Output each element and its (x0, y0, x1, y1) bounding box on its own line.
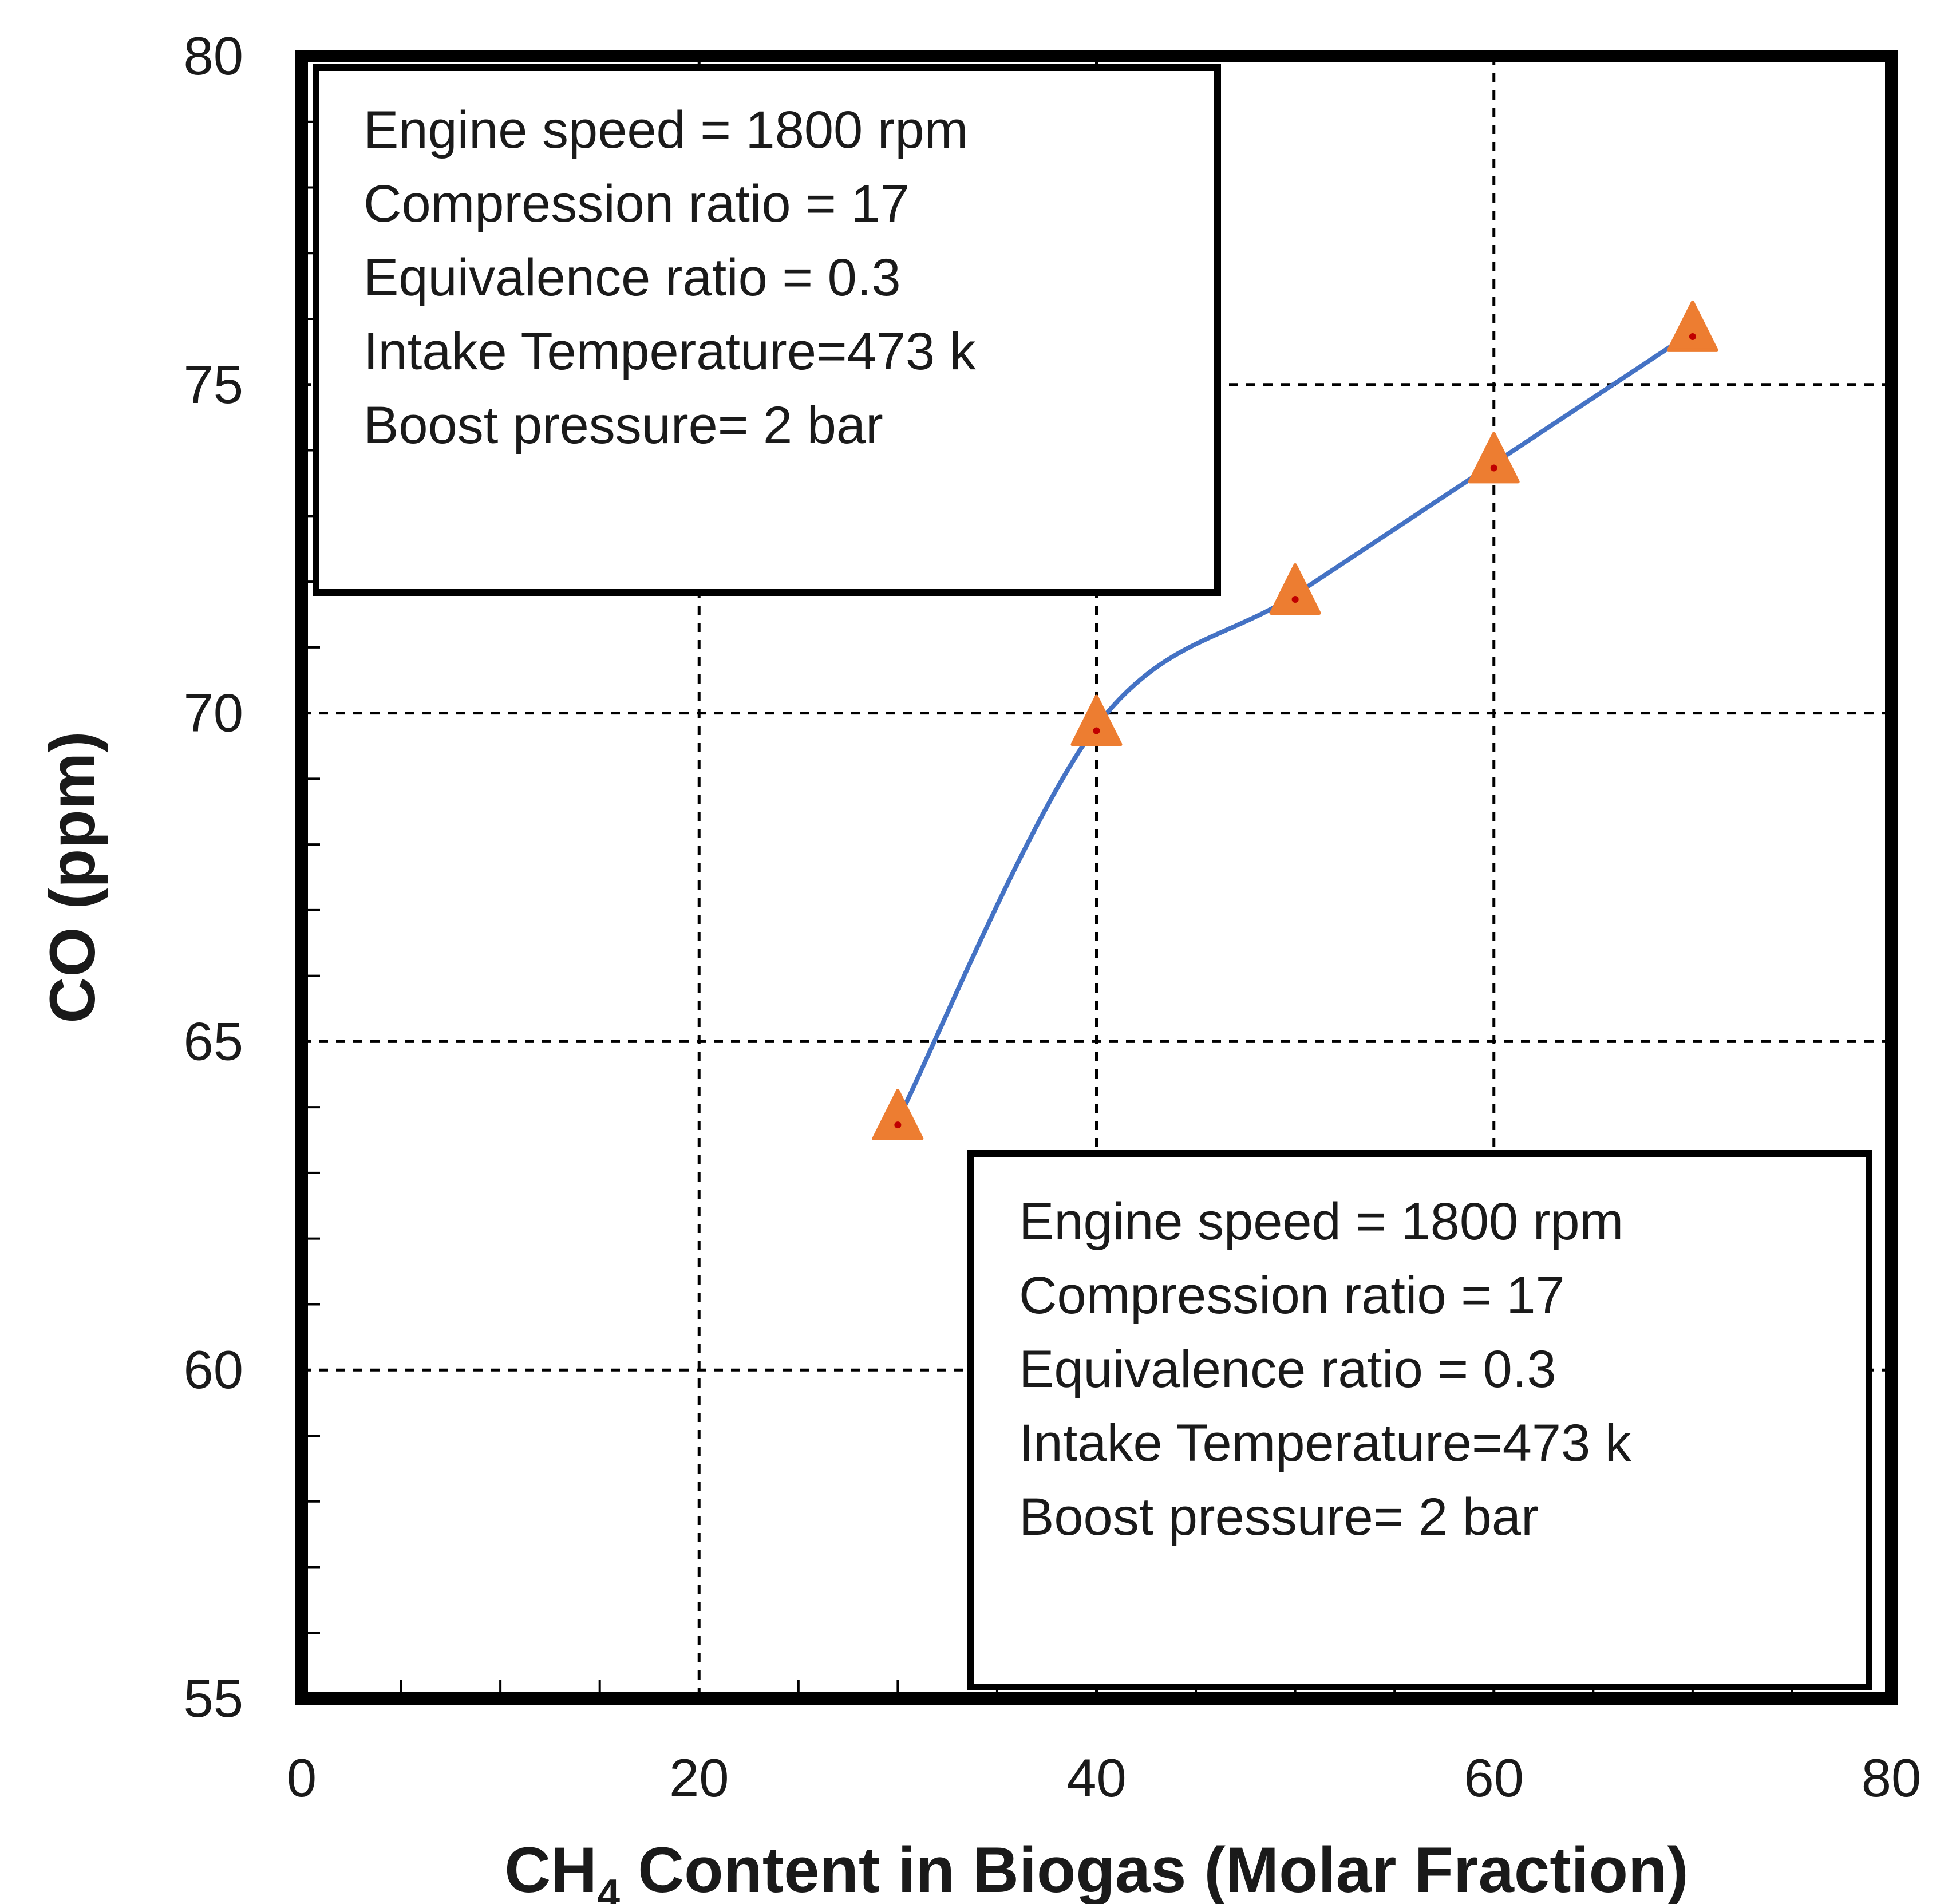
annotation-line: Compression ratio = 17 (1019, 1266, 1565, 1325)
data-point-center (1291, 596, 1299, 603)
annotation-boxes: Engine speed = 1800 rpm Compression ratio… (313, 64, 1872, 1690)
annotation-box-top-left: Engine speed = 1800 rpm Compression ratio… (313, 64, 1221, 596)
annotation-line: Equivalence ratio = 0.3 (363, 248, 901, 307)
x-axis-title-main: CH (504, 1834, 597, 1904)
annotation-line: Engine speed = 1800 rpm (363, 101, 968, 159)
annotation-line: Equivalence ratio = 0.3 (1019, 1340, 1556, 1399)
data-point-marker (1468, 432, 1520, 484)
data-point-marker (872, 1089, 924, 1141)
series-layer (872, 300, 1718, 1141)
tick-labels: 55 60 65 70 75 80 0 20 40 60 80 (183, 26, 1921, 1808)
y-tick-label: 65 (183, 1011, 243, 1071)
annotation-line: Intake Temperature=473 k (363, 322, 977, 381)
x-tick-label: 60 (1464, 1748, 1524, 1808)
data-point-marker (1070, 694, 1123, 746)
annotation-line: Compression ratio = 17 (363, 175, 910, 233)
y-tick-label: 70 (183, 683, 243, 743)
y-tick-label: 55 (183, 1668, 243, 1728)
annotation-line: Engine speed = 1800 rpm (1019, 1192, 1623, 1251)
x-axis-title-subscript: 4 (597, 1871, 620, 1904)
annotation-frame (967, 1150, 1872, 1690)
data-point-marker (1269, 563, 1321, 615)
data-point-center (1093, 727, 1100, 734)
series-0-line (895, 329, 1695, 1123)
data-point-center (1490, 464, 1497, 472)
x-tick-label: 0 (287, 1748, 317, 1808)
annotation-frame (313, 64, 1221, 596)
x-tick-label: 40 (1066, 1748, 1127, 1808)
x-tick-label: 80 (1862, 1748, 1922, 1808)
data-point-center (1689, 333, 1696, 340)
data-point-center (894, 1121, 902, 1129)
annotation-line: Boost pressure= 2 bar (1019, 1488, 1539, 1546)
data-point-marker (1666, 300, 1718, 352)
y-tick-label: 75 (183, 354, 243, 414)
x-axis-title: CH4 Content in Biogas (Molar Fraction) (504, 1834, 1688, 1904)
y-axis-title: CO (ppm) (37, 731, 108, 1023)
annotation-line: Boost pressure= 2 bar (363, 396, 883, 455)
annotation-line: Intake Temperature=473 k (1019, 1414, 1632, 1472)
plot-frame (295, 50, 1898, 1705)
annotation-box-bottom-right: Engine speed = 1800 rpm Compression ratio… (967, 1150, 1872, 1690)
y-tick-label: 60 (183, 1340, 243, 1400)
x-axis-title-rest: Content in Biogas (Molar Fraction) (620, 1834, 1689, 1904)
x-tick-label: 20 (669, 1748, 729, 1808)
y-tick-label: 80 (183, 26, 243, 86)
